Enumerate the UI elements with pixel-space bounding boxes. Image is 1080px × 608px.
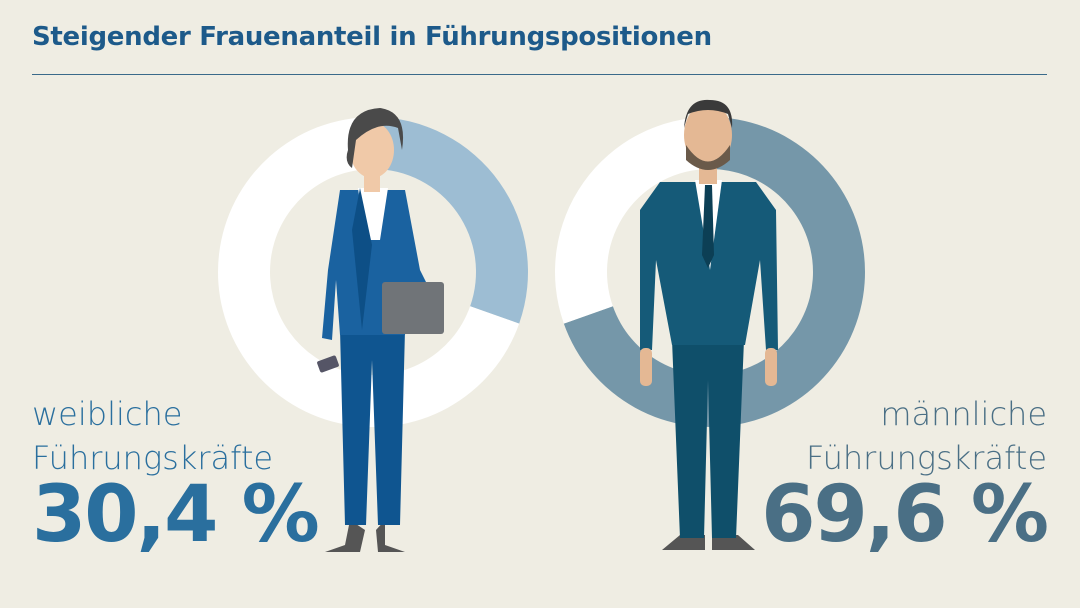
donut-rest: [555, 117, 710, 324]
donut-segment: [563, 117, 866, 427]
man-figure: [640, 99, 778, 550]
value-label: 69,6 %: [761, 470, 1049, 560]
title-rule: [32, 74, 1047, 75]
chart-title: Steigender Frauenanteil in Führungsposit…: [32, 22, 712, 52]
donut-rest: [218, 117, 520, 427]
donut-segment: [373, 117, 528, 324]
woman-figure: [317, 108, 444, 552]
category-label: männliche Führungskräfte: [805, 395, 1047, 477]
value-label: 30,4 %: [32, 470, 320, 560]
donuts: [218, 117, 866, 427]
category-label: weibliche Führungskräfte: [32, 395, 274, 477]
